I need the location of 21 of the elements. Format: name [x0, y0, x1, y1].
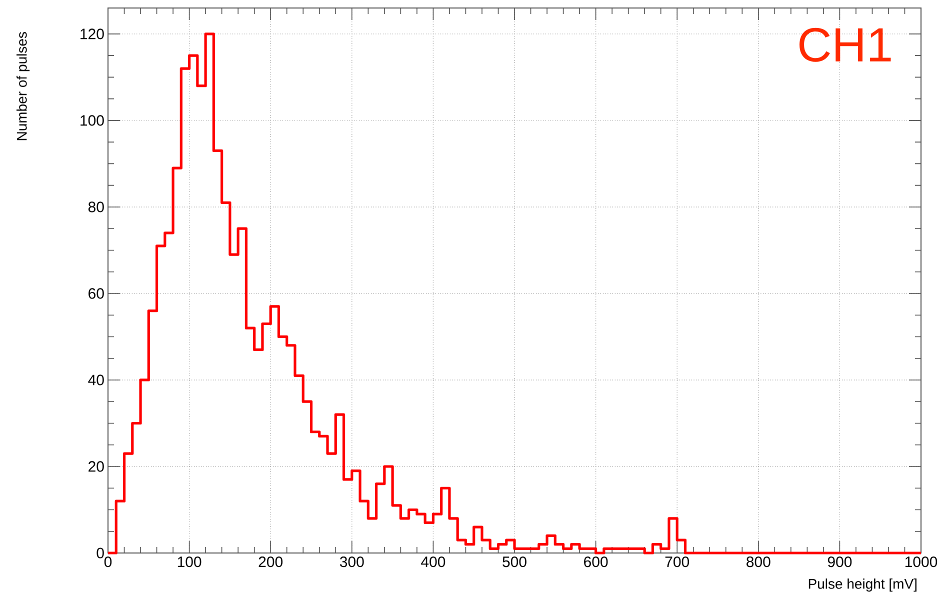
- x-tick-label: 1000: [905, 556, 938, 568]
- y-axis-title: Number of pulses: [16, 32, 30, 140]
- y-tick-label: 60: [88, 288, 104, 299]
- x-tick-label: 600: [584, 556, 608, 568]
- x-tick-label: 100: [178, 556, 202, 568]
- annotation: CH1: [800, 28, 891, 62]
- x-tick-label: 300: [340, 556, 364, 568]
- x-tick-label: 800: [746, 556, 770, 568]
- y-tick-label: 20: [88, 461, 104, 472]
- x-tick-label: 700: [665, 556, 690, 568]
- x-tick-label: 500: [502, 556, 526, 568]
- y-tick-label: 40: [88, 374, 104, 386]
- x-tick-label: 200: [258, 556, 283, 568]
- y-tick-label: 100: [80, 115, 104, 126]
- y-tick-label: 120: [80, 28, 104, 40]
- x-tick-label: 900: [828, 556, 852, 568]
- x-tick-label: 400: [421, 556, 446, 568]
- y-tick-label: 0: [96, 548, 104, 558]
- x-tick-label: 0: [104, 556, 112, 568]
- x-axis-title: Pulse height [mV]: [808, 578, 916, 592]
- y-tick-label: 80: [88, 202, 104, 212]
